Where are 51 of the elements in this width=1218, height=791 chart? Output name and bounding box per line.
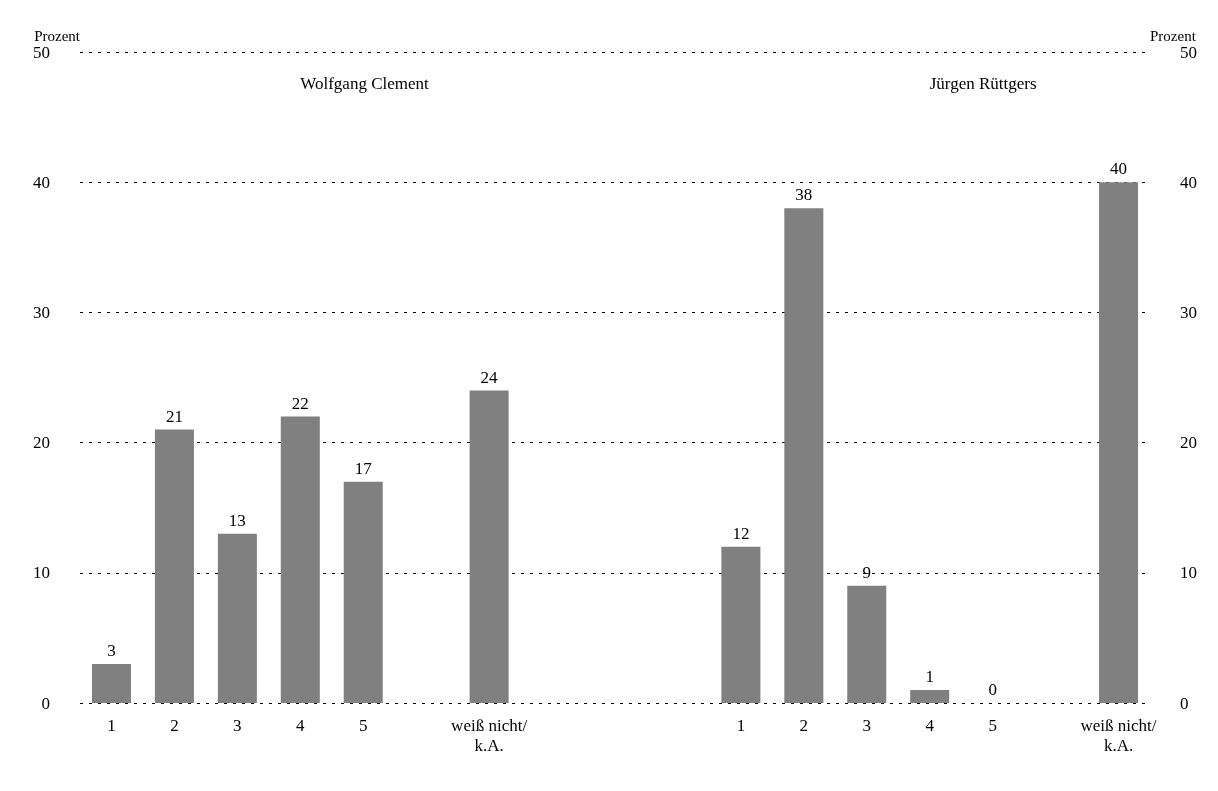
data-label: 24 (480, 367, 499, 387)
y-tick-label: 50 (33, 42, 50, 62)
x-tick-label: weiß nicht/ k.A. (451, 715, 528, 755)
bar (784, 208, 824, 703)
x-tick-label: 3 (862, 715, 872, 735)
bar (343, 481, 383, 703)
y-tick-label: 0 (41, 693, 50, 713)
data-label: 22 (291, 393, 309, 413)
data-label: 17 (354, 458, 373, 478)
y-tick-label: 40 (33, 172, 50, 192)
x-tick-label: 1 (736, 715, 746, 735)
x-tick-label: 1 (107, 715, 116, 735)
bar (280, 416, 320, 703)
y-tick-label: 30 (33, 302, 50, 322)
x-tick-label: 4 (925, 715, 935, 735)
x-tick-label: 4 (296, 715, 306, 735)
x-tick-label: 3 (233, 715, 242, 735)
bar (154, 429, 194, 703)
bar (217, 533, 257, 703)
y2-tick-label: 30 (1180, 302, 1197, 322)
bar (910, 689, 950, 703)
x-tick-label: 2 (799, 715, 809, 735)
bar (91, 663, 131, 703)
x-tick-label: 5 (358, 715, 368, 735)
y2-axis-title: Prozent (1150, 28, 1197, 45)
y2-tick-label: 10 (1180, 563, 1197, 583)
y2-tick-label: 50 (1180, 42, 1197, 62)
annotation: Jürgen Rüttgers (929, 74, 1037, 93)
data-label: 13 (228, 510, 246, 530)
y-tick-label: 20 (33, 433, 50, 453)
x-tick-label: 2 (170, 715, 179, 735)
x-tick-label: weiß nicht/ k.A. (1080, 715, 1157, 755)
bar (721, 546, 761, 703)
data-label: 9 (862, 562, 872, 582)
data-label: 0 (988, 680, 997, 699)
bar (1099, 182, 1139, 703)
data-label: 12 (732, 523, 750, 543)
data-label: 1 (925, 666, 934, 686)
data-label: 40 (1110, 159, 1128, 179)
annotation: Wolfgang Clement (300, 74, 430, 93)
bar (469, 390, 509, 703)
bar (847, 585, 887, 703)
y2-tick-label: 0 (1180, 693, 1189, 713)
y-tick-label: 10 (33, 563, 50, 583)
data-label: 3 (107, 640, 116, 660)
y-axis-title: Prozent (34, 28, 81, 45)
y2-tick-label: 20 (1180, 433, 1197, 453)
data-label: 38 (795, 185, 813, 205)
y2-tick-label: 40 (1180, 172, 1197, 192)
data-label: 21 (165, 406, 183, 426)
x-tick-label: 5 (988, 715, 997, 735)
